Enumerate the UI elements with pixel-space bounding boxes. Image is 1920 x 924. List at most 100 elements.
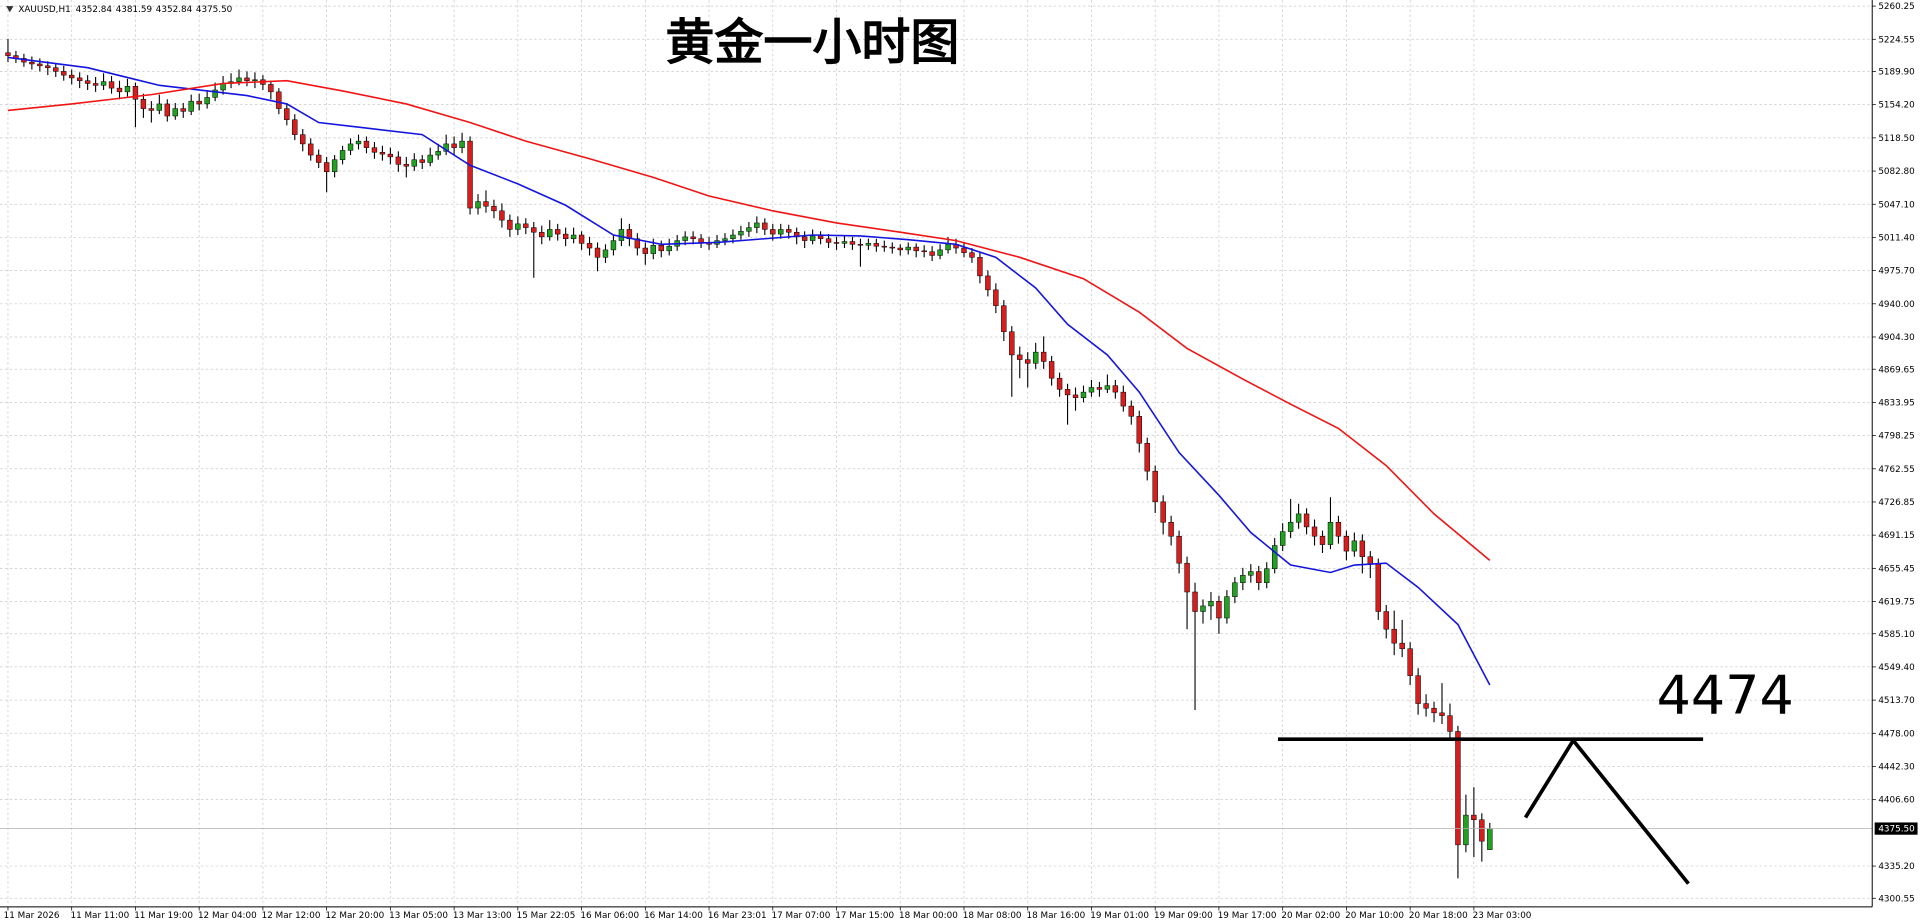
candle-body [1264, 568, 1270, 583]
candle-body [801, 236, 808, 241]
y-tick-label: 5118.50 [1878, 134, 1915, 144]
candle-body [786, 229, 792, 233]
candle-body [363, 140, 370, 148]
candle-body [977, 257, 983, 277]
candle-body [116, 87, 123, 93]
candle-body [387, 153, 394, 158]
candle-body [1009, 331, 1015, 356]
candle-body [738, 231, 744, 236]
y-tick-label: 4478.00 [1878, 729, 1915, 739]
axis-layer: 5260.25 5224.55 5189.90 5154.20 5118.50 5082.… [4, 2, 1918, 921]
candle-body [475, 201, 481, 209]
candle-body [1455, 731, 1461, 846]
candle-body [100, 81, 107, 86]
candle-body [921, 250, 927, 253]
candle-body [993, 289, 999, 306]
candle-body [1200, 605, 1206, 612]
candle-body [1064, 389, 1071, 396]
candle-body [164, 103, 170, 117]
candle-body [1208, 601, 1214, 607]
candle-body [1048, 361, 1055, 379]
candle-body [140, 99, 147, 109]
candle-body [156, 103, 163, 111]
candle-body [1240, 575, 1246, 583]
candle-body [1184, 562, 1190, 593]
candle-body [347, 143, 354, 151]
candle-body [658, 244, 664, 252]
x-tick-label: 12 Mar 20:00 [325, 911, 384, 921]
candle-body [889, 246, 895, 249]
candle-body [1431, 707, 1437, 714]
candle-body [1279, 531, 1286, 546]
candle-body [1439, 712, 1445, 716]
candle-body [236, 77, 242, 82]
y-tick-label: 4655.45 [1878, 564, 1914, 574]
candle-body [339, 150, 346, 160]
candle-body [1088, 387, 1095, 393]
candle-body [148, 108, 155, 111]
x-tick-label: 16 Mar 14:00 [644, 911, 703, 921]
candle-body [1152, 470, 1158, 503]
x-tick-label: 20 Mar 02:00 [1281, 911, 1340, 921]
candle-body [825, 238, 832, 243]
y-tick-label: 5260.25 [1878, 2, 1914, 12]
candle-body [315, 154, 322, 163]
candle-body [483, 201, 489, 207]
candle-body [730, 234, 736, 239]
candle-body [53, 67, 59, 72]
y-tick-label: 5082.80 [1878, 167, 1915, 177]
candle-body [1056, 377, 1063, 390]
chart-title: 黄金一小时图 [665, 14, 959, 71]
candle-body [841, 241, 848, 244]
last-price-box [1874, 822, 1918, 835]
candle-body [547, 229, 553, 238]
candle-body [754, 222, 760, 228]
candle-body [499, 210, 505, 221]
candle-body [770, 229, 776, 235]
y-tick-label: 4798.25 [1878, 432, 1914, 442]
menu-triangle[interactable] [6, 6, 14, 13]
x-tick-label: 23 Mar 03:00 [1473, 911, 1532, 921]
y-tick-label: 5154.20 [1878, 101, 1915, 111]
candle-body [602, 249, 609, 258]
y-tick-label: 4335.20 [1878, 862, 1915, 872]
candle-body [1423, 703, 1429, 709]
candle-body [451, 143, 457, 148]
candle-body [913, 246, 919, 252]
candle-body [1303, 513, 1310, 528]
x-tick-label: 13 Mar 05:00 [389, 911, 448, 921]
x-tick-label: 11 Mar 11:00 [70, 911, 129, 921]
candle-body [1096, 387, 1103, 390]
candle-body [610, 240, 617, 251]
candle-body [650, 244, 656, 254]
candle-body [37, 63, 43, 67]
candle-body [395, 156, 402, 165]
grid-layer [0, 0, 1873, 907]
candle-body [323, 162, 330, 173]
candle-body [331, 159, 338, 173]
candle-body [905, 246, 911, 251]
candle-body [578, 234, 585, 244]
x-tick-label: 18 Mar 08:00 [963, 911, 1022, 921]
candle-body [92, 83, 99, 86]
x-tick-label: 19 Mar 09:00 [1154, 911, 1213, 921]
candle-body [172, 108, 178, 117]
candle-body [1463, 814, 1469, 846]
candle-body [1367, 556, 1373, 565]
candle-body [124, 86, 131, 93]
x-tick-label: 12 Mar 12:00 [262, 911, 321, 921]
x-tick-label: 18 Mar 00:00 [899, 911, 958, 921]
x-tick-label: 20 Mar 10:00 [1345, 911, 1404, 921]
candle-body [873, 243, 880, 247]
x-tick-label: 13 Mar 13:00 [453, 911, 512, 921]
candle-body [666, 245, 672, 252]
candle-body [809, 235, 816, 241]
candle-body [1471, 814, 1477, 821]
candle-body [1447, 715, 1453, 732]
candle-body [833, 242, 840, 244]
candle-body [61, 71, 67, 76]
candle-body [1216, 601, 1222, 619]
candle-body [682, 236, 688, 241]
candle-body [1144, 443, 1150, 472]
candle-body [29, 61, 35, 65]
